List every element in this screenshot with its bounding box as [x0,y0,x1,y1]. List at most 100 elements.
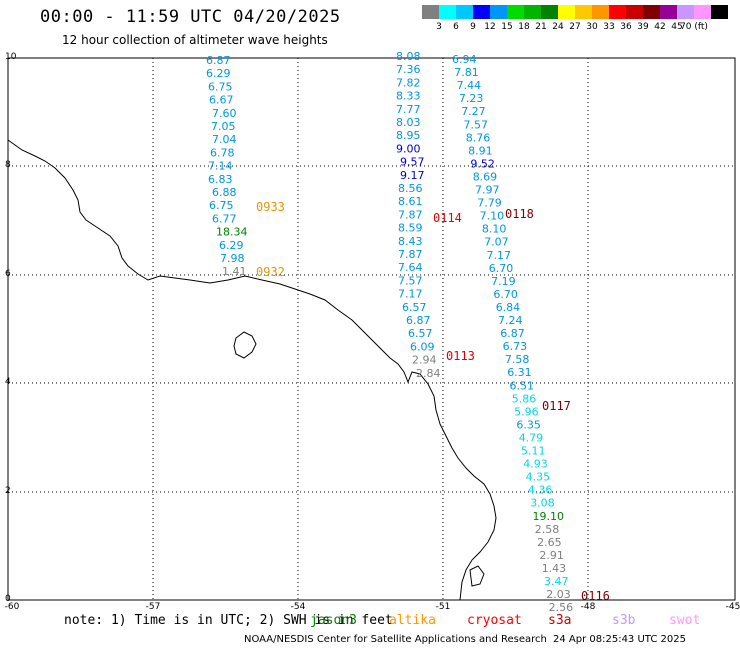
wave-height-value: 2.91 [539,549,564,562]
wave-height-value: 6.70 [493,288,518,301]
latitude-label: 4 [5,377,11,387]
wave-height-value: 2.65 [537,536,562,549]
wave-height-value: 7.87 [398,208,423,221]
longitude-label: -51 [435,602,451,612]
satellite-legend-item: swot [669,613,701,628]
wave-height-value: 5.86 [512,392,537,405]
latitude-label: 6 [5,269,11,279]
wave-height-value: 7.64 [398,261,423,274]
colorbar-label: 45 [671,22,683,32]
latitude-label: 0 [5,594,11,604]
colorbar-swatch [643,5,660,19]
wave-height-value: 8.33 [396,90,421,103]
colorbar-swatch [677,5,694,19]
island-outline [233,331,257,359]
wave-height-value: 4.36 [528,484,553,497]
wave-height-value: 6.77 [212,212,237,225]
wave-height-value: 6.57 [402,301,427,314]
wave-height-value: 8.08 [396,50,421,63]
units-note: note: 1) Time is in UTC; 2) SWH is in fe… [64,613,393,628]
wave-height-value: 4.79 [519,431,544,444]
map-frame [7,57,736,601]
colorbar-label: 30 [586,22,598,32]
wave-height-value: 6.75 [208,80,233,93]
wave-height-value: 6.09 [410,340,435,353]
wave-height-value: 7.82 [396,76,421,89]
colorbar-label: 33 [603,22,615,32]
wave-height-value: 8.59 [398,222,423,235]
wave-height-value: 4.35 [526,471,551,484]
wave-height-value: 6.29 [206,67,231,80]
colorbar-label: 24 [552,22,564,32]
map-subtitle: 12 hour collection of altimeter wave hei… [62,33,328,47]
wave-height-value: 1.41 [222,265,247,278]
satellite-legend-item: s3b [612,613,636,628]
satellite-legend-item: altika [389,613,436,628]
wave-height-value: 7.58 [505,353,530,366]
wave-height-value: 8.91 [468,144,493,157]
colorbar-swatch [711,5,728,19]
satellite-tracks: 6.876.296.756.677.607.057.046.787.146.83… [206,50,610,614]
colorbar-label: 42 [654,22,666,32]
pass-time-label: 0117 [542,399,571,413]
pass-time-label: 0114 [433,211,462,225]
wave-height-value: 6.94 [452,53,477,66]
colorbar-swatch [422,5,439,19]
colorbar-label: 18 [518,22,530,32]
wave-height-value: 7.19 [491,275,515,288]
latitude-label: 10 [5,52,17,62]
colorbar-swatch [609,5,626,19]
colorbar-swatch [558,5,575,19]
wave-height-value: 9.57 [400,156,425,169]
wave-height-value: 6.31 [507,366,532,379]
colorbar-swatch [694,5,711,19]
longitude-label: -45 [725,602,740,612]
wave-height-value: 6.84 [496,301,521,314]
wave-height-value: 6.73 [503,340,527,353]
map-title: 00:00 - 11:59 UTC 04/20/2025 [40,7,341,27]
coastline [7,139,497,601]
wave-height-value: 7.07 [484,236,509,249]
colorbar-swatch [490,5,507,19]
wave-height-value: 4.93 [523,458,548,471]
wave-height-value: 6.70 [489,262,514,275]
wave-height-value: 8.95 [396,129,421,142]
wave-height-value: 8.56 [398,182,423,195]
wave-height-value: 7.27 [461,105,486,118]
pass-time-label: 0932 [256,265,285,279]
wave-height-value: 6.87 [206,54,231,67]
wave-height-value: 7.79 [477,197,502,210]
wave-height-value: 7.17 [487,249,512,262]
colorbar-swatch [507,5,524,19]
wave-height-value: 2.56 [549,601,574,614]
colorbar-swatch [456,5,473,19]
wave-height-value: 7.17 [398,288,423,301]
wave-height-value: 7.04 [212,133,237,146]
colorbar-swatch [626,5,643,19]
colorbar-label: 70 (ft) [680,22,708,32]
colorbar-swatch [575,5,592,19]
wave-height-value: 8.76 [466,131,491,144]
longitude-label: -54 [290,602,306,612]
pass-time-label: 0116 [581,589,610,603]
island-outline [469,565,485,587]
wave-height-value: 9.00 [396,142,421,155]
wave-height-value: 19.10 [533,510,565,523]
wave-height-value: 6.29 [219,239,244,252]
wave-height-value: 6.51 [510,379,535,392]
wave-height-value: 8.69 [473,170,498,183]
wave-height-value: 6.57 [408,327,433,340]
latitude-label: 2 [5,486,11,496]
wave-height-value: 7.36 [396,63,421,76]
longitude-label: -57 [145,602,161,612]
wave-height-value: 7.23 [459,92,484,105]
satellite-legend-item: jason3 [310,613,357,628]
generated-timestamp: 24 Apr 08:25:43 UTC 2025 [553,634,686,645]
satellite-legend-item: s3a [548,613,572,628]
wave-height-value: 7.60 [212,107,237,120]
lat-lon-grid [8,58,735,600]
colorbar-swatch [541,5,558,19]
credit-line: NOAA/NESDIS Center for Satellite Applica… [244,634,547,645]
wave-height-value: 6.87 [500,327,525,340]
